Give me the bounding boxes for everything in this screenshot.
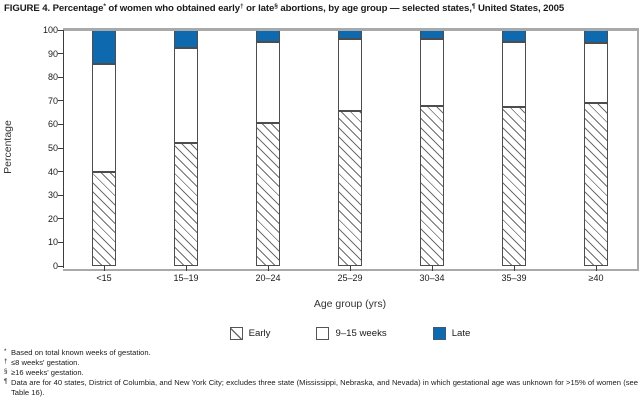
footnote-text: Based on total known weeks of gestation. [11, 348, 151, 357]
title-text: of women who obtained early [105, 3, 240, 14]
y-tick-label: 70 [47, 95, 58, 106]
footnote-text: Data are for 40 states, District of Colu… [11, 378, 638, 397]
bar-segment-hatched [502, 106, 526, 266]
bar-segment-white [174, 47, 198, 144]
x-axis-label: 30–34 [419, 273, 445, 283]
bar-segment-blue [420, 30, 444, 40]
legend-label: Late [451, 328, 471, 339]
y-tick-mark [58, 76, 63, 78]
y-tick-mark [58, 241, 63, 243]
y-axis-line [63, 30, 64, 268]
x-tick-mark [350, 266, 351, 271]
x-tick-mark [268, 266, 269, 271]
y-tick-label: 40 [47, 166, 58, 177]
x-axis-label: 20–24 [255, 273, 281, 283]
title-footnote-marker: ¶ [471, 3, 476, 10]
y-tick-label: 50 [47, 143, 58, 153]
x-axis-label: ≥40 [588, 273, 604, 283]
bar-segment-hatched [174, 143, 198, 266]
y-tick-label: 10 [47, 237, 58, 248]
x-axis-title: Age group (yrs) [313, 298, 387, 310]
y-tick-mark [58, 194, 63, 196]
y-tick-label: 60 [47, 119, 58, 130]
y-tick-mark [58, 29, 63, 31]
bar-segment-hatched [338, 111, 362, 266]
title-text: FIGURE 4. Percentage [4, 3, 104, 14]
legend-item: Early [229, 327, 271, 340]
bar-segment-hatched [420, 105, 444, 266]
x-tick-mark [596, 266, 597, 271]
footnote-marker: § [4, 368, 8, 375]
footnotes: * Based on total known weeks of gestation… [4, 348, 638, 398]
title-text: abortions, by age group — selected state… [277, 3, 472, 14]
bar-segment-blue [338, 30, 362, 40]
footnote-marker: * [4, 348, 7, 355]
legend-item: 9–15 weeks [316, 327, 387, 340]
x-axis-label: 15–19 [173, 273, 199, 283]
y-tick-mark [58, 171, 63, 173]
y-tick-mark [58, 123, 63, 125]
bar-segment-white [256, 41, 280, 124]
legend-swatch-white [316, 327, 330, 340]
footnote-text: ≥16 weeks' gestation. [11, 368, 84, 377]
bar-segment-blue [584, 30, 608, 43]
y-tick-label: 0 [52, 261, 58, 271]
footnote: § ≥16 weeks' gestation. [4, 368, 638, 378]
x-tick-mark [514, 266, 515, 271]
title-text: or late [243, 3, 275, 14]
y-tick-label: 20 [47, 213, 58, 224]
bar-segment-hatched [584, 103, 608, 266]
x-axis-label: 25–29 [337, 273, 363, 283]
bar-segment-blue [174, 30, 198, 48]
bar-segment-white [584, 43, 608, 104]
y-axis-tick-labels: 0 10 20 30 40 50 60 70 80 90 100 [26, 25, 58, 271]
legend-label: 9–15 weeks [335, 328, 387, 339]
legend-label: Early [248, 328, 271, 339]
bar-segment-blue [256, 30, 280, 42]
bar-segment-white [338, 39, 362, 112]
y-tick-label: 100 [42, 25, 58, 35]
footnote-marker: ¶ [4, 378, 8, 385]
bar-segment-blue [502, 30, 526, 42]
bar-segment-blue [92, 30, 116, 65]
legend-swatch-hatched [229, 327, 243, 340]
y-tick-label: 80 [47, 72, 58, 83]
y-axis-title: Percentage [2, 120, 14, 174]
footnote: † ≤8 weeks' gestation. [4, 358, 638, 368]
figure-title: FIGURE 4. Percentage* of women who obtai… [4, 3, 639, 14]
y-tick-mark [58, 218, 63, 220]
title-footnote-marker: † [239, 3, 244, 10]
y-tick-mark [58, 147, 63, 149]
x-tick-mark [186, 266, 187, 271]
bar-segment-hatched [92, 171, 116, 266]
x-tick-mark [432, 266, 433, 271]
legend: Early 9–15 weeks Late [63, 327, 637, 340]
y-tick-mark [58, 265, 63, 267]
footnote-marker: † [4, 358, 8, 365]
bar-segment-white [502, 41, 526, 107]
x-axis-label: 35–39 [501, 273, 527, 283]
x-tick-mark [104, 266, 105, 271]
legend-swatch-blue [432, 327, 446, 340]
y-tick-label: 90 [47, 48, 58, 59]
bar-segment-white [92, 64, 116, 172]
title-footnote-marker: § [274, 3, 278, 10]
title-text: United States, 2005 [475, 3, 565, 14]
title-footnote-marker: * [103, 3, 106, 10]
x-axis-labels: <15 15–19 20–24 25–29 30–34 35–39 ≥40 [63, 273, 637, 283]
y-tick-mark [58, 100, 63, 102]
bar-segment-hatched [256, 123, 280, 266]
footnote: ¶ Data are for 40 states, District of Col… [4, 378, 638, 398]
y-tick-label: 30 [47, 190, 58, 201]
footnote-text: ≤8 weeks' gestation. [11, 358, 80, 367]
legend-item: Late [432, 327, 471, 340]
bar-segment-white [420, 39, 444, 106]
y-tick-mark [58, 53, 63, 55]
footnote: * Based on total known weeks of gestation… [4, 348, 638, 358]
x-axis-label: <15 [96, 273, 112, 283]
plot-area [58, 29, 637, 271]
